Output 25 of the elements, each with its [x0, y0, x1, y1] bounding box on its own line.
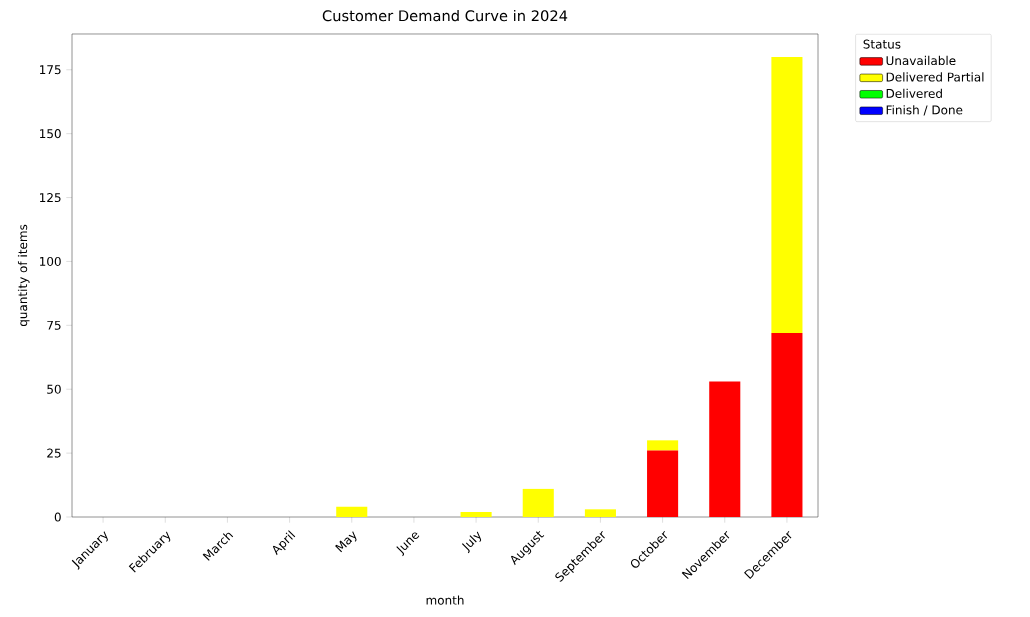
legend-label: Finish / Done	[886, 105, 963, 116]
chart-title: Customer Demand Curve in 2024	[322, 9, 568, 22]
y-tick-label: 50	[47, 384, 61, 394]
bar	[647, 450, 679, 517]
y-tick-label: 0	[54, 512, 61, 522]
y-tick-label: 150	[40, 129, 61, 139]
bar	[522, 488, 554, 517]
bar	[709, 381, 741, 517]
x-axis-title: month	[426, 595, 464, 605]
legend-title: Status	[863, 39, 901, 49]
y-tick-label: 25	[47, 448, 61, 458]
y-tick-label: 75	[47, 320, 61, 330]
bar	[771, 56, 803, 333]
y-tick-label: 175	[40, 65, 61, 75]
legend-label: Delivered Partial	[886, 72, 984, 82]
legend-label: Delivered	[886, 88, 942, 99]
y-tick-label: 100	[40, 256, 61, 266]
bar	[647, 440, 679, 451]
bar	[771, 333, 803, 517]
y-tick-label: 125	[40, 193, 61, 203]
legend-label: Unavailable	[886, 55, 956, 66]
bar	[460, 511, 492, 517]
bar	[584, 509, 616, 517]
y-axis-title: quantity of items	[17, 224, 30, 327]
bar	[336, 506, 368, 517]
